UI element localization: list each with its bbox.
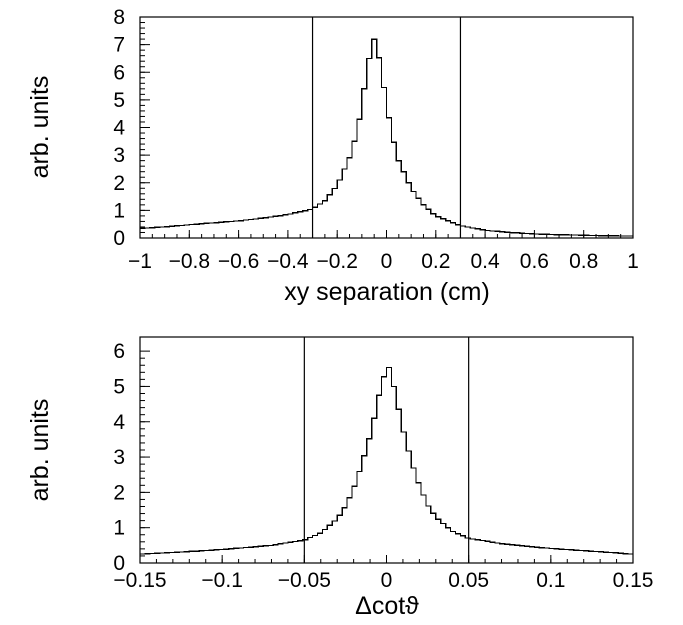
x-tick-label: −0.05	[278, 569, 331, 592]
x-tick-label: −1	[128, 250, 152, 273]
y-tick-labels: 0 1 2 3 4 5 6	[113, 340, 125, 575]
y-tick-label: 1	[113, 517, 125, 540]
x-tick-label: 0.15	[613, 569, 654, 592]
x-tick-label: 0	[381, 250, 393, 273]
y-tick-label: 8	[113, 6, 125, 29]
x-tick-label: 1	[627, 250, 639, 273]
histogram-series	[140, 366, 633, 555]
x-tick-label: 0.4	[470, 250, 500, 273]
x-tick-label: 0.6	[520, 250, 549, 273]
x-tick-label: −0.4	[267, 250, 309, 273]
x-tick-label: −0.15	[113, 569, 166, 592]
x-axis-label: xy separation (cm)	[284, 278, 490, 306]
chart-delta-cot-theta: arb. units Δcotϑ −0.15 −0.1 −0.05 0 0.05 0.1 0…	[26, 336, 653, 620]
y-tick-label: 2	[113, 172, 125, 195]
y-axis-label: arb. units	[26, 399, 54, 502]
histogram-series	[140, 38, 633, 237]
x-axis-label: Δcotϑ	[355, 592, 419, 620]
x-tick-labels: −0.15 −0.1 −0.05 0 0.05 0.1 0.15	[113, 569, 653, 592]
y-tick-label: 3	[113, 144, 125, 167]
y-tick-labels: 0 1 2 3 4 5 6 7 8	[113, 6, 125, 250]
histogram-marks	[139, 16, 634, 239]
x-tick-label: 0.1	[536, 569, 565, 592]
x-tick-label: 0.8	[569, 250, 598, 273]
y-tick-label: 5	[113, 89, 125, 112]
y-tick-label: 0	[113, 552, 125, 575]
chart-xy-separation: arb. units xy separation (cm) −1 −0.8 −0.6…	[26, 6, 639, 306]
y-tick-label: 6	[113, 61, 125, 84]
y-tick-label: 3	[113, 446, 125, 469]
y-tick-label: 7	[113, 34, 125, 57]
x-tick-labels: −1 −0.8 −0.6 −0.4 −0.2 0 0.2 0.4 0.6 0.8 1	[128, 250, 639, 273]
y-tick-label: 0	[113, 227, 125, 250]
x-tick-label: 0	[381, 569, 393, 592]
y-tick-label: 6	[113, 340, 125, 363]
x-tick-label: −0.2	[316, 250, 357, 273]
x-tick-label: −0.6	[218, 250, 259, 273]
plot-frame	[139, 336, 634, 564]
y-tick-label: 2	[113, 481, 125, 504]
y-axis-label: arb. units	[26, 76, 54, 179]
x-tick-label: −0.1	[201, 569, 242, 592]
y-tick-label: 5	[113, 375, 125, 398]
x-tick-label: 0.05	[448, 569, 489, 592]
y-tick-label: 4	[113, 117, 125, 140]
x-tick-label: 0.2	[421, 250, 450, 273]
y-tick-label: 4	[113, 411, 125, 434]
histogram-marks	[139, 337, 634, 564]
plot-frame	[139, 16, 634, 239]
y-tick-label: 1	[113, 199, 125, 222]
x-tick-label: −0.8	[169, 250, 210, 273]
